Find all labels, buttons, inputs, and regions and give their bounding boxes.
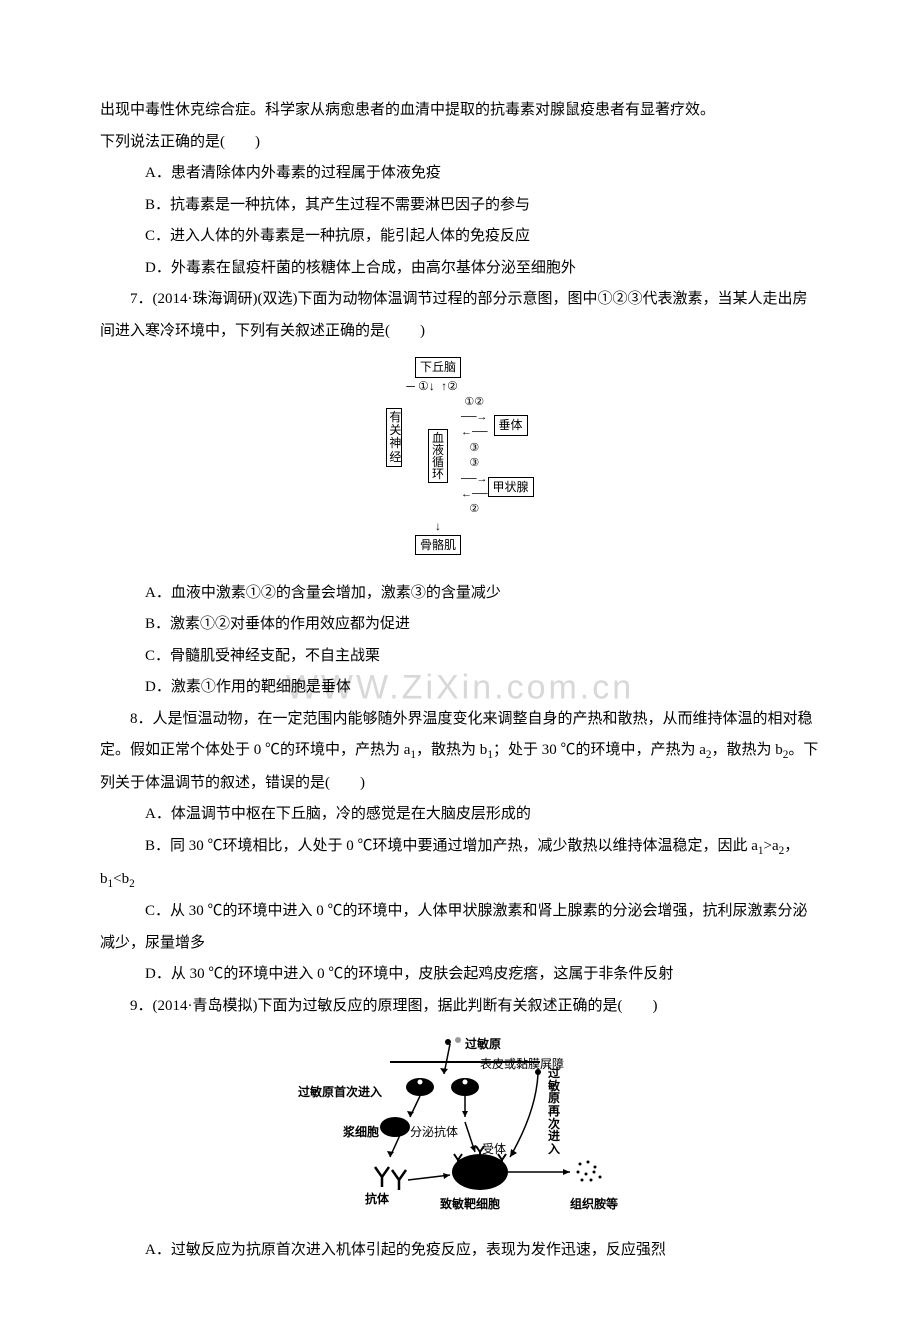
q7-pituitary: 垂体: [494, 415, 528, 436]
q7-blood-circ: 血液循环: [428, 429, 448, 483]
q7-option-a: A．血液中激素①②的含量会增加，激素③的含量减少: [100, 578, 820, 610]
q8-option-a: A．体温调节中枢在下丘脑，冷的感觉是在大脑皮层形成的: [100, 799, 820, 831]
q7-left-label: 有关神经: [386, 408, 402, 467]
intro-line-1: 出现中毒性休克综合症。科学家从病愈患者的血清中提取的抗毒素对腺鼠疫患者有显著疗效…: [100, 95, 820, 127]
q7-label-3a: ③: [469, 442, 479, 454]
q9-stem: 9．(2014·青岛模拟)下面为过敏反应的原理图，据此判断有关叙述正确的是( ): [100, 991, 820, 1023]
q7-label-2b: ②: [469, 503, 479, 515]
q7-stem: 7．(2014·珠海调研)(双选)下面为动物体温调节过程的部分示意图，图中①②③…: [100, 284, 820, 347]
q9-reentry-label: 过敏原再次进入: [547, 1067, 561, 1155]
q7-option-b: B．激素①②对垂体的作用效应都为促进: [100, 609, 820, 641]
q7-option-c: C．骨髓肌受神经支配，不自主战栗: [100, 641, 820, 673]
q7-label-1: ①: [418, 379, 429, 393]
q7-option-d: D．激素①作用的靶细胞是垂体: [100, 672, 820, 704]
q6-option-b: B．抗毒素是一种抗体，其产生过程不需要淋巴因子的参与: [100, 190, 820, 222]
q9-diagram: 过敏原 表皮或黏膜屏障 过敏原首次进入 过敏原再次进入 浆细胞 分泌抗体 抗体 …: [100, 1032, 820, 1225]
q8-option-b: B．同 30 ℃环境相比，人处于 0 ℃环境中要通过增加产热，减少散热以维持体温…: [100, 831, 820, 896]
q9-secrete-label: 分泌抗体: [410, 1120, 458, 1145]
q9-target-cell-label: 致敏靶细胞: [440, 1192, 500, 1217]
q7-label-12: ①②: [464, 396, 484, 408]
q7-diagram: 有关神经 下丘脑 ─ ①↓ ↑② 血液循环 ①② ──→ ←── ③: [100, 357, 820, 568]
intro-line-2: 下列说法正确的是( ): [100, 127, 820, 159]
q9-histamine-label: 组织胺等: [570, 1192, 618, 1217]
q8-stem: 8．人是恒温动物，在一定范围内能够随外界温度变化来调整自身的产热和散热，从而维持…: [100, 704, 820, 800]
q6-option-c: C．进入人体的外毒素是一种抗原，能引起人体的免疫反应: [100, 221, 820, 253]
q7-hypothalamus: 下丘脑: [415, 357, 461, 378]
q9-antibody-label: 抗体: [365, 1187, 389, 1212]
q7-thyroid: 甲状腺: [488, 477, 534, 498]
q7-label-3b: ③: [469, 457, 479, 469]
q9-svg: [280, 1032, 640, 1212]
q6-option-d: D．外毒素在鼠疫杆菌的核糖体上合成，由高尔基体分泌至细胞外: [100, 253, 820, 285]
q7-skeletal-muscle: 骨骼肌: [415, 535, 461, 556]
q7-label-2: ②: [447, 379, 458, 393]
q9-first-entry-label: 过敏原首次进入: [298, 1080, 382, 1105]
q6-option-a: A．患者清除体内外毒素的过程属于体液免疫: [100, 158, 820, 190]
q9-plasma-cell-label: 浆细胞: [343, 1120, 379, 1145]
q9-option-a: A．过敏反应为抗原首次进入机体引起的免疫反应，表现为发作迅速，反应强烈: [100, 1235, 820, 1267]
q8-option-c: C．从 30 ℃的环境中进入 0 ℃的环境中，人体甲状腺激素和肾上腺素的分泌会增…: [100, 896, 820, 959]
q9-receptor-label: 受体: [482, 1137, 506, 1162]
q8-option-d: D．从 30 ℃的环境中进入 0 ℃的环境中，皮肤会起鸡皮疙瘩，这属于非条件反射: [100, 959, 820, 991]
